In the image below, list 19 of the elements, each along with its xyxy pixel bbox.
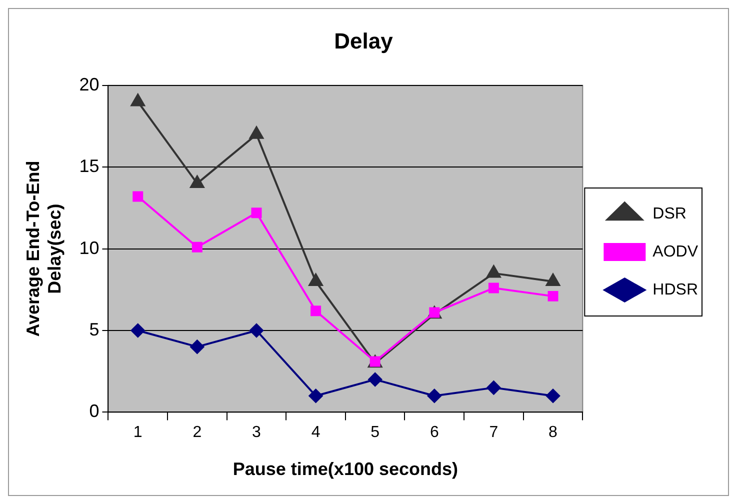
chart-title: Delay bbox=[334, 28, 394, 54]
legend-label: AODV bbox=[652, 243, 698, 260]
x-tick-label: 2 bbox=[192, 424, 202, 442]
y-tick-label: 5 bbox=[89, 319, 100, 340]
x-tick-label: 8 bbox=[548, 424, 558, 442]
y-tick-label: 20 bbox=[79, 74, 100, 94]
y-tick-label: 10 bbox=[79, 238, 100, 258]
y-axis-title: Average End-To-End Delay(sec) bbox=[22, 160, 64, 337]
legend-label: HDSR bbox=[652, 281, 698, 298]
y-tick-label: 0 bbox=[89, 401, 100, 422]
x-tick-label: 6 bbox=[430, 424, 439, 442]
legend-label: DSR bbox=[652, 205, 686, 222]
x-tick-label: 1 bbox=[133, 424, 142, 442]
x-tick-label: 4 bbox=[311, 424, 320, 442]
x-tick-label: 3 bbox=[252, 424, 262, 442]
y-tick-label: 15 bbox=[79, 156, 100, 176]
x-tick-label: 5 bbox=[370, 424, 380, 442]
x-tick-label: 7 bbox=[489, 424, 498, 442]
x-axis-title: Pause time(x100 seconds) bbox=[232, 459, 458, 480]
